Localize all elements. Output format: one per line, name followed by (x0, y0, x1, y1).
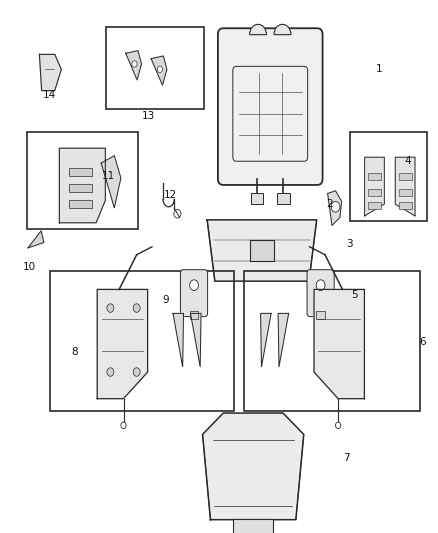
Bar (368, 173, 381, 180)
Bar (368, 202, 381, 209)
Circle shape (331, 201, 340, 212)
Bar (399, 173, 412, 180)
Polygon shape (328, 191, 342, 225)
Polygon shape (39, 54, 61, 91)
Polygon shape (207, 220, 317, 281)
Circle shape (133, 304, 140, 312)
FancyBboxPatch shape (218, 28, 322, 185)
Circle shape (133, 368, 140, 376)
Text: 4: 4 (404, 156, 411, 166)
Bar (233, 519, 273, 533)
Polygon shape (28, 231, 44, 248)
Bar (244, 271, 420, 411)
Polygon shape (364, 157, 384, 216)
Bar (27, 132, 138, 229)
Bar (368, 189, 381, 196)
FancyBboxPatch shape (180, 270, 208, 317)
Polygon shape (278, 313, 289, 367)
Polygon shape (191, 313, 201, 367)
Text: 11: 11 (102, 171, 115, 181)
Circle shape (107, 304, 114, 312)
Text: 3: 3 (346, 239, 353, 248)
Polygon shape (202, 413, 304, 520)
Circle shape (157, 66, 162, 72)
Bar (106, 27, 204, 109)
Text: 9: 9 (162, 295, 169, 305)
Bar (50, 271, 234, 411)
Circle shape (174, 209, 181, 218)
Text: 13: 13 (142, 111, 155, 121)
Text: 14: 14 (42, 90, 56, 100)
Text: 12: 12 (163, 190, 177, 199)
Wedge shape (250, 25, 266, 35)
Bar (68, 200, 92, 208)
Polygon shape (395, 157, 415, 216)
Bar (399, 202, 412, 209)
Bar (316, 311, 325, 319)
Circle shape (121, 422, 126, 429)
Bar (250, 240, 274, 261)
Circle shape (190, 280, 198, 290)
Text: 2: 2 (326, 199, 333, 209)
Polygon shape (101, 156, 121, 208)
Polygon shape (97, 289, 148, 399)
Bar (68, 184, 92, 192)
Wedge shape (274, 25, 291, 35)
Bar (68, 168, 92, 176)
Circle shape (336, 422, 341, 429)
Text: 5: 5 (351, 290, 358, 300)
Text: 6: 6 (419, 337, 426, 347)
Polygon shape (314, 289, 364, 399)
FancyBboxPatch shape (307, 270, 334, 317)
Bar (190, 311, 198, 319)
Circle shape (107, 368, 114, 376)
Bar (251, 193, 263, 204)
Bar (350, 132, 427, 221)
Polygon shape (126, 51, 141, 80)
Circle shape (132, 61, 137, 67)
Text: 1: 1 (375, 64, 382, 74)
Bar (277, 193, 290, 204)
Circle shape (316, 280, 325, 290)
Bar (399, 189, 412, 196)
Polygon shape (60, 148, 105, 223)
Text: 10: 10 (23, 262, 36, 271)
Text: 7: 7 (343, 454, 350, 463)
Polygon shape (173, 313, 184, 367)
Polygon shape (261, 313, 271, 367)
Text: 8: 8 (71, 347, 78, 357)
Polygon shape (151, 56, 167, 85)
